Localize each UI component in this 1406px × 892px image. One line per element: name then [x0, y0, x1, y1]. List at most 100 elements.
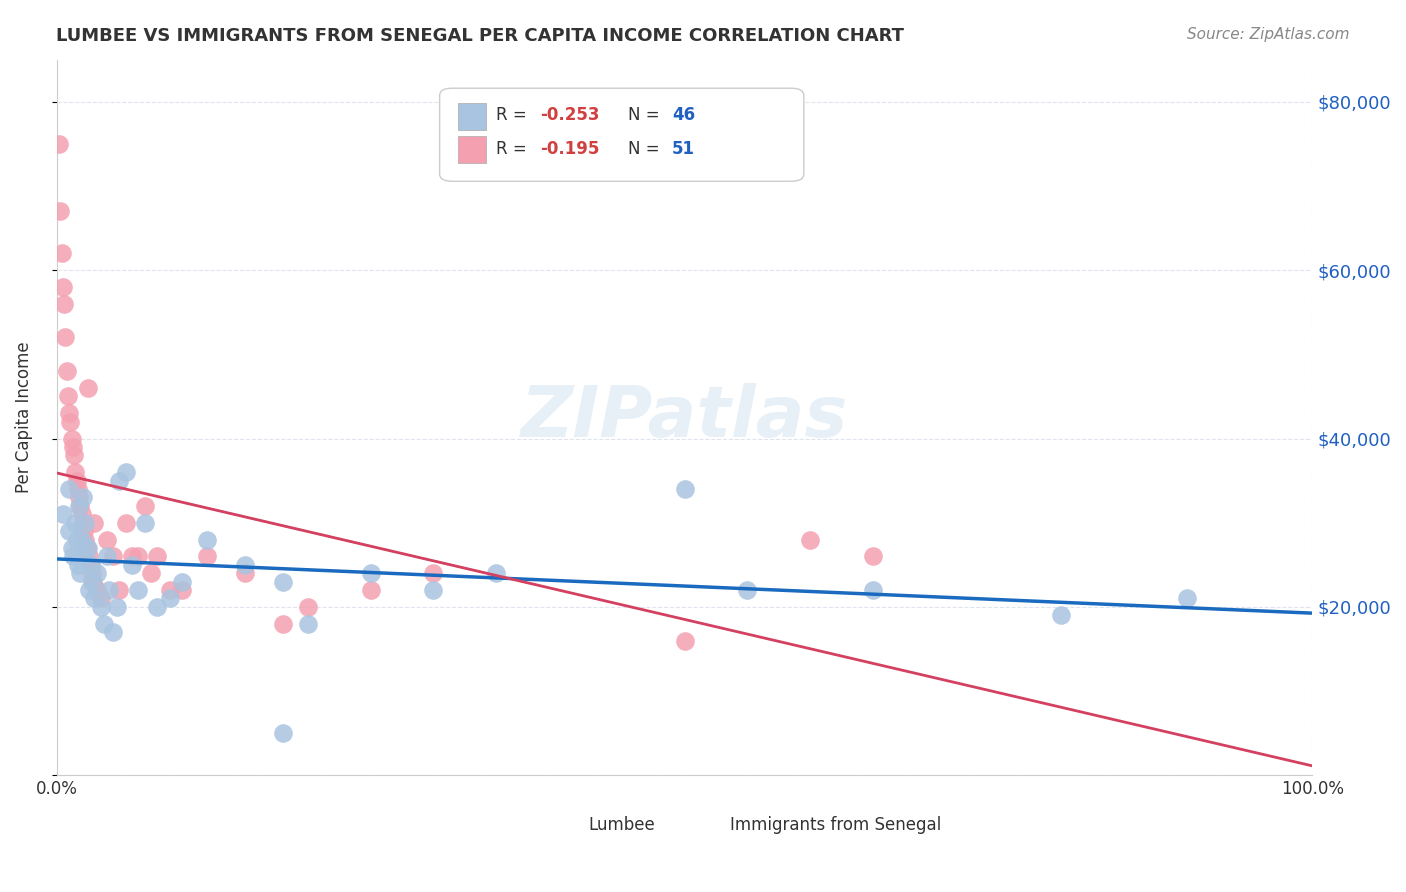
Text: -0.195: -0.195 — [540, 140, 599, 158]
Point — [93, 616, 115, 631]
Point — [59, 415, 82, 429]
Point — [58, 406, 80, 420]
Text: Source: ZipAtlas.com: Source: ZipAtlas.com — [1187, 27, 1350, 42]
Point — [77, 381, 100, 395]
Point — [73, 524, 96, 538]
Point — [82, 574, 104, 589]
Point — [90, 599, 112, 614]
Point — [271, 616, 294, 631]
Point — [271, 726, 294, 740]
Point — [67, 491, 90, 505]
Point — [121, 549, 143, 564]
Point — [360, 583, 382, 598]
Point — [62, 440, 84, 454]
Point — [48, 136, 70, 151]
Point — [108, 474, 131, 488]
Point — [76, 541, 98, 555]
Point — [422, 566, 444, 581]
Point — [86, 583, 108, 598]
Text: Immigrants from Senegal: Immigrants from Senegal — [730, 816, 941, 834]
Point — [80, 566, 103, 581]
Point — [195, 549, 218, 564]
Text: Lumbee: Lumbee — [588, 816, 655, 834]
Point — [62, 549, 84, 564]
Point — [159, 591, 181, 606]
Point — [55, 330, 77, 344]
Point — [77, 549, 100, 564]
Point — [77, 541, 100, 555]
FancyBboxPatch shape — [747, 814, 785, 836]
Point — [67, 499, 90, 513]
Point — [53, 297, 76, 311]
Point — [297, 616, 319, 631]
Point — [134, 499, 156, 513]
Point — [58, 524, 80, 538]
Point — [360, 566, 382, 581]
Point — [735, 583, 758, 598]
Point — [101, 625, 124, 640]
Point — [121, 558, 143, 572]
Point — [233, 558, 256, 572]
Point — [159, 583, 181, 598]
Point — [58, 482, 80, 496]
Point — [52, 280, 75, 294]
Point — [233, 566, 256, 581]
Point — [86, 566, 108, 581]
Point — [422, 583, 444, 598]
Point — [673, 633, 696, 648]
Point — [195, 533, 218, 547]
Point — [56, 389, 79, 403]
Point — [66, 474, 89, 488]
Point — [127, 583, 149, 598]
Point — [862, 583, 884, 598]
Point — [65, 516, 87, 530]
Point — [75, 516, 97, 530]
Text: N =: N = — [628, 106, 665, 124]
Text: 46: 46 — [672, 106, 695, 124]
Text: -0.253: -0.253 — [540, 106, 599, 124]
Point — [101, 549, 124, 564]
Point — [66, 482, 89, 496]
Y-axis label: Per Capita Income: Per Capita Income — [15, 342, 32, 493]
Point — [79, 558, 101, 572]
Text: N =: N = — [628, 140, 665, 158]
Point — [105, 599, 128, 614]
Point — [51, 246, 73, 260]
Point — [75, 533, 97, 547]
Point — [98, 583, 121, 598]
Point — [172, 574, 194, 589]
Text: ZIPatlas: ZIPatlas — [520, 383, 848, 452]
Point — [1175, 591, 1198, 606]
Point — [60, 432, 83, 446]
Point — [70, 533, 93, 547]
Point — [83, 516, 105, 530]
Point — [77, 583, 100, 598]
Point — [146, 599, 169, 614]
Text: R =: R = — [496, 140, 531, 158]
Point — [862, 549, 884, 564]
Point — [52, 508, 75, 522]
Text: R =: R = — [496, 106, 531, 124]
Point — [108, 583, 131, 598]
Point — [297, 599, 319, 614]
Point — [66, 558, 89, 572]
Point — [65, 465, 87, 479]
Point — [114, 516, 136, 530]
Point — [96, 549, 118, 564]
FancyBboxPatch shape — [440, 88, 804, 181]
Point — [134, 516, 156, 530]
Point — [146, 549, 169, 564]
Point — [172, 583, 194, 598]
Point — [673, 482, 696, 496]
Text: LUMBEE VS IMMIGRANTS FROM SENEGAL PER CAPITA INCOME CORRELATION CHART: LUMBEE VS IMMIGRANTS FROM SENEGAL PER CA… — [56, 27, 904, 45]
FancyBboxPatch shape — [534, 814, 571, 836]
Point — [1050, 608, 1073, 623]
Point — [55, 364, 77, 378]
Point — [69, 566, 91, 581]
Point — [127, 549, 149, 564]
Point — [90, 591, 112, 606]
Point — [485, 566, 508, 581]
Point — [60, 541, 83, 555]
Point — [69, 499, 91, 513]
Point — [80, 574, 103, 589]
